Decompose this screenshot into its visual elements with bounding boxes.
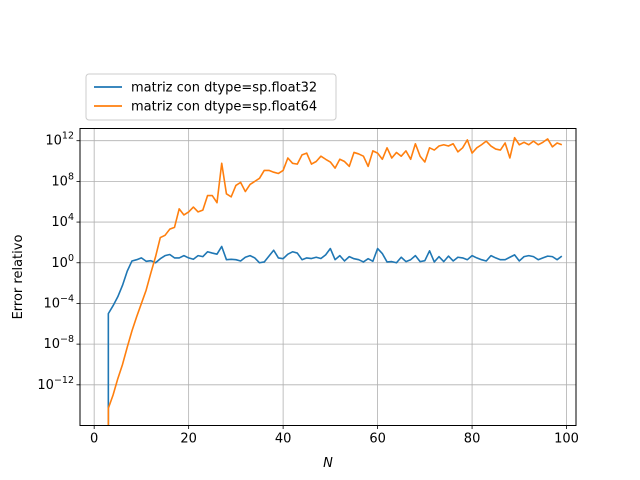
legend-label-float64: matriz con dtype=sp.float64 [131,100,317,115]
x-tick-label: 80 [464,432,481,447]
y-tick-label: 100 [51,253,74,271]
series-line-float32 [107,245,563,426]
y-tick-label: 10−8 [43,334,74,352]
x-tick-label: 20 [180,432,197,447]
x-tick-label: 40 [275,432,292,447]
y-axis-label: Error relativo [11,235,26,320]
x-tick-label: 60 [369,432,386,447]
y-tick-label: 10−4 [43,293,74,311]
legend-box [85,73,337,121]
y-tick-label: 104 [51,212,74,230]
x-axis-label: N [323,456,333,471]
x-tick-label: 100 [554,432,579,447]
legend-label-float32: matriz con dtype=sp.float32 [131,81,317,96]
y-tick-label: 10−12 [37,375,74,393]
grid-lines [80,128,576,426]
series-line-float64 [107,136,563,426]
y-tick-label: 108 [51,171,74,189]
x-tick-label: 0 [90,432,98,447]
series-layer [107,136,563,426]
y-tick-label: 1012 [45,131,74,149]
legend: matriz con dtype=sp.float32 matriz con d… [85,73,337,121]
axis-ticks: 0 20 40 60 80 100 1012 108 104 100 10−4 10−8 10−12 [37,131,579,447]
plot-frame [79,128,577,426]
